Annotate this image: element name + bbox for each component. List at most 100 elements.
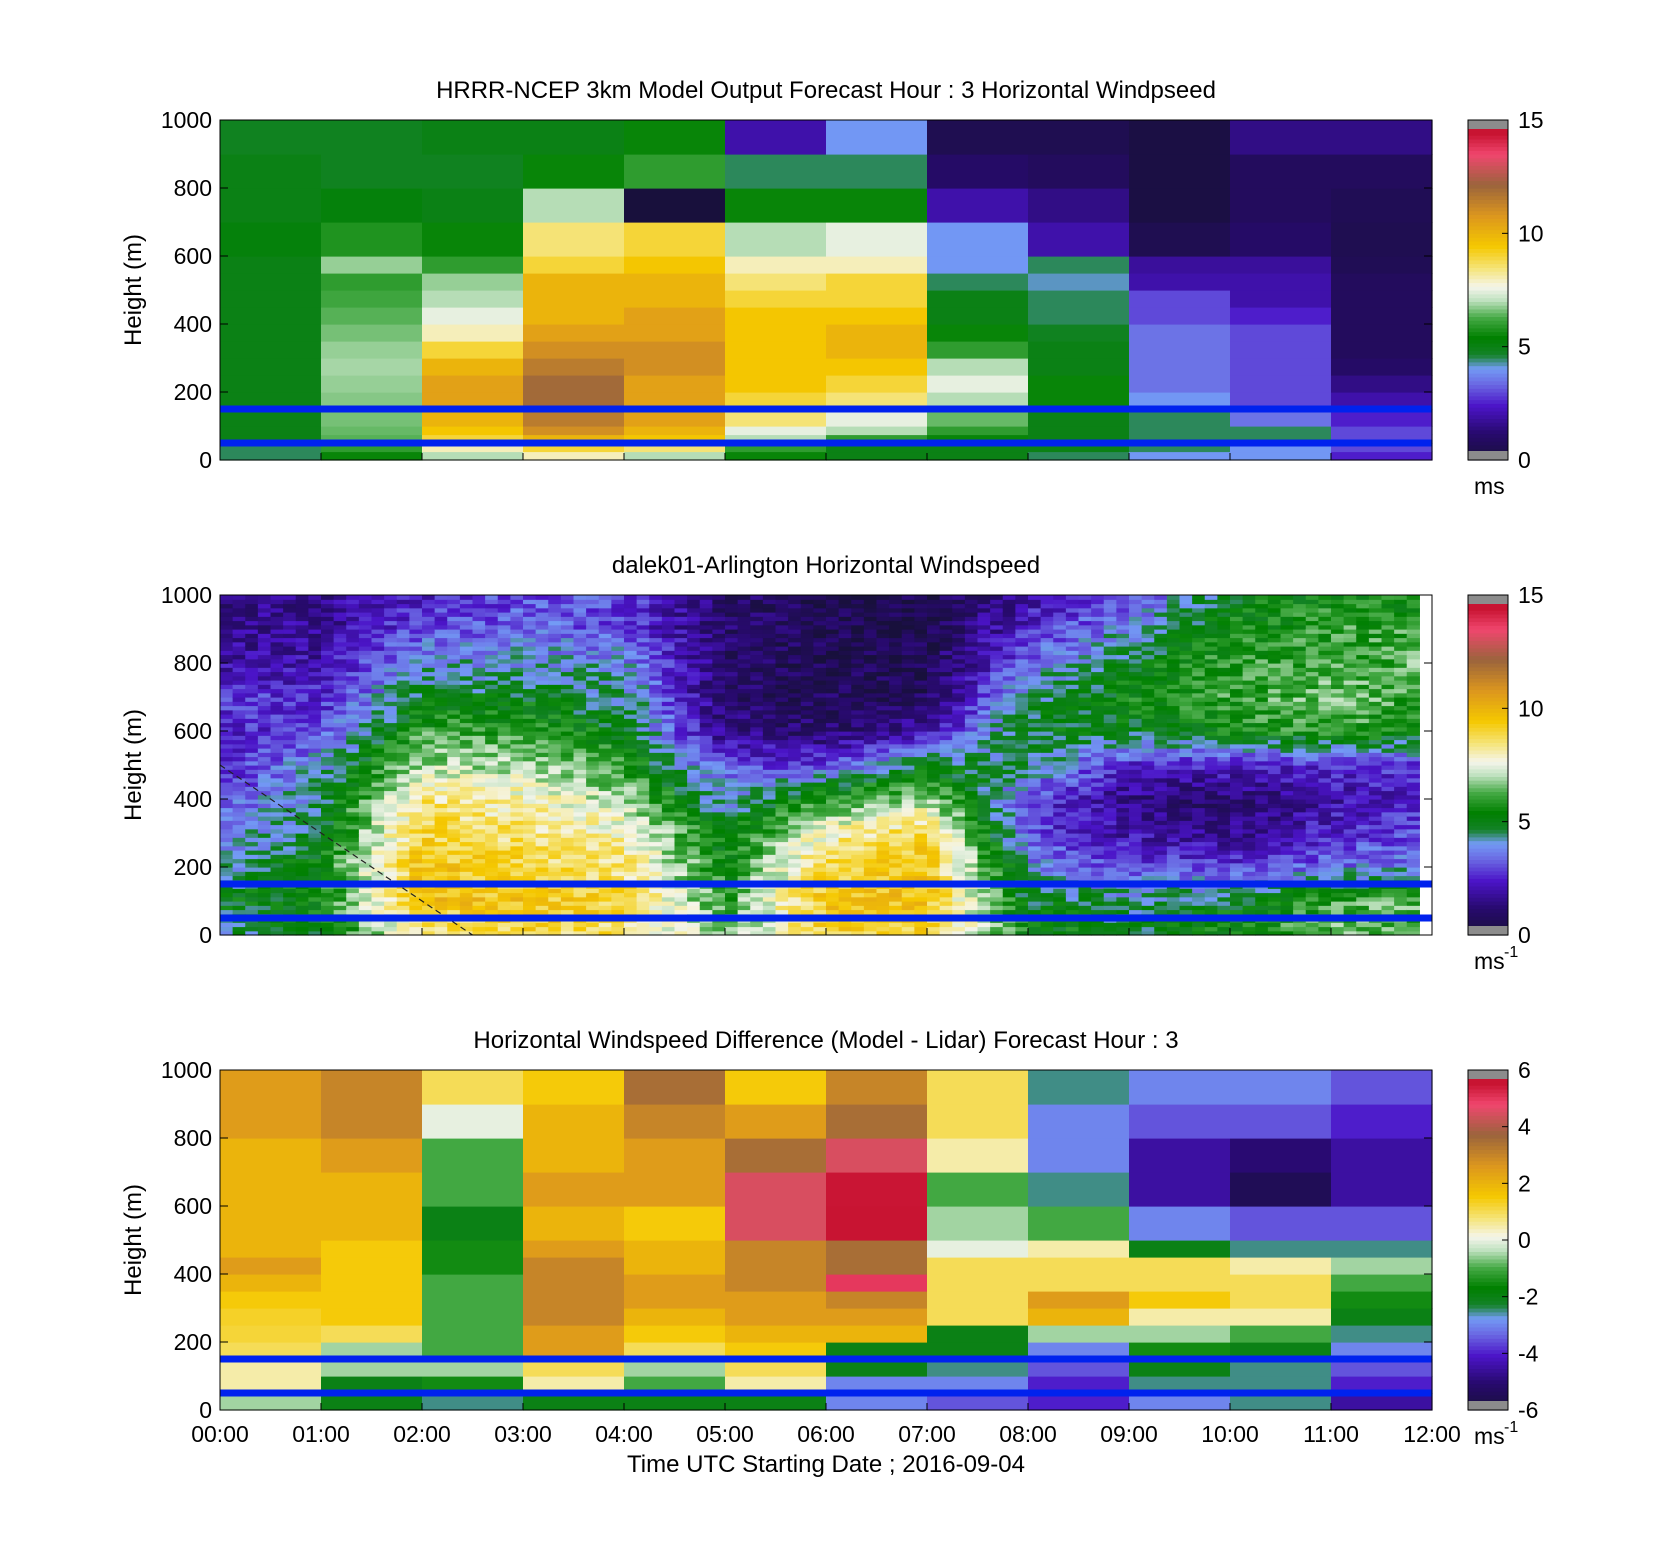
heatmap-cell: [927, 926, 941, 932]
heatmap-cell: [939, 709, 953, 715]
heatmap-cell: [560, 637, 575, 643]
heatmap-cell: [573, 922, 587, 928]
heatmap-cell: [914, 816, 928, 821]
heatmap-cell: [876, 692, 890, 698]
heatmap-cell: [737, 684, 751, 690]
heatmap-cell: [586, 684, 600, 690]
heatmap-cell: [346, 786, 360, 792]
heatmap-cell: [270, 833, 284, 838]
heatmap-cell: [762, 722, 777, 728]
heatmap-cell: [624, 841, 638, 847]
heatmap-cell: [472, 607, 486, 613]
heatmap-cell: [523, 820, 537, 826]
heatmap-cell: [573, 867, 587, 872]
heatmap-cell: [813, 892, 827, 898]
heatmap-cell: [523, 641, 537, 647]
heatmap-cell: [586, 731, 600, 736]
heatmap-cell: [510, 607, 524, 613]
heatmap-cell: [674, 803, 688, 809]
heatmap-cell: [699, 705, 713, 711]
heatmap-cell: [472, 688, 486, 694]
heatmap-cell: [586, 663, 600, 668]
colorbar-segment: [1468, 399, 1508, 404]
heatmap-cell: [270, 624, 284, 630]
heatmap-cell: [838, 718, 852, 724]
heatmap-cell: [257, 888, 272, 894]
heatmap-cell: [624, 726, 638, 732]
heatmap-cell: [800, 790, 814, 796]
heatmap-cell: [838, 722, 852, 728]
heatmap-cell: [295, 641, 309, 647]
heatmap-cell: [914, 684, 928, 690]
heatmap-cell: [384, 803, 398, 809]
heatmap-cell: [901, 616, 915, 622]
heatmap-cell: [535, 735, 549, 741]
heatmap-cell: [687, 862, 701, 868]
heatmap-cell: [939, 820, 953, 826]
heatmap-cell: [901, 599, 915, 605]
heatmap-cell: [762, 799, 777, 804]
heatmap-cell: [851, 858, 865, 864]
heatmap-cell: [674, 816, 688, 821]
heatmap-cell: [523, 222, 625, 257]
heatmap-cell: [725, 752, 739, 758]
heatmap-cell: [245, 671, 259, 677]
heatmap-cell: [598, 650, 612, 656]
heatmap-cell: [220, 905, 234, 911]
heatmap-cell: [220, 799, 234, 804]
heatmap-cell: [586, 603, 600, 609]
heatmap-cell: [775, 841, 789, 847]
heatmap-cell: [775, 739, 789, 745]
heatmap-cell: [270, 828, 284, 834]
heatmap-cell: [939, 816, 953, 821]
heatmap-cell: [497, 709, 511, 715]
heatmap-cell: [800, 858, 814, 864]
heatmap-cell: [295, 773, 309, 779]
heatmap-cell: [510, 773, 524, 779]
heatmap-cell: [826, 409, 928, 427]
heatmap-cell: [409, 837, 423, 843]
heatmap-cell: [838, 837, 852, 843]
heatmap-cell: [624, 607, 638, 613]
heatmap-cell: [295, 603, 309, 609]
heatmap-cell: [674, 888, 688, 894]
heatmap-cell: [245, 680, 259, 685]
heatmap-cell: [257, 905, 272, 911]
heatmap-cell: [245, 743, 259, 749]
heatmap-cell: [636, 688, 650, 694]
heatmap-cell: [712, 803, 726, 809]
heatmap-cell: [409, 714, 423, 719]
heatmap-cell: [447, 871, 461, 877]
heatmap-cell: [598, 909, 612, 915]
heatmap-cell: [396, 650, 410, 656]
heatmap-cell: [497, 930, 511, 936]
heatmap-cell: [497, 803, 511, 809]
heatmap-cell: [485, 922, 499, 928]
heatmap-cell: [826, 722, 840, 728]
heatmap-cell: [232, 794, 246, 800]
heatmap-cell: [535, 688, 549, 694]
heatmap-cell: [573, 930, 587, 936]
heatmap-cell: [548, 820, 562, 826]
heatmap-cell: [422, 726, 436, 732]
heatmap-cell: [876, 684, 890, 690]
heatmap-cell: [396, 828, 410, 834]
heatmap-cell: [674, 807, 688, 813]
heatmap-cell: [497, 837, 511, 843]
heatmap-cell: [447, 845, 461, 851]
heatmap-cell: [725, 688, 739, 694]
heatmap-cell: [750, 769, 764, 775]
heatmap-cell: [826, 358, 928, 376]
heatmap-cell: [384, 807, 398, 813]
heatmap-cell: [358, 794, 373, 800]
heatmap-cell: [535, 862, 549, 868]
heatmap-cell: [661, 684, 676, 690]
heatmap-cell: [649, 905, 663, 911]
heatmap-cell: [346, 595, 360, 600]
heatmap-cell: [649, 714, 663, 719]
heatmap-cell: [321, 807, 335, 813]
heatmap-cell: [447, 930, 461, 936]
heatmap-cell: [447, 731, 461, 736]
heatmap-cell: [636, 641, 650, 647]
heatmap-cell: [725, 854, 739, 860]
